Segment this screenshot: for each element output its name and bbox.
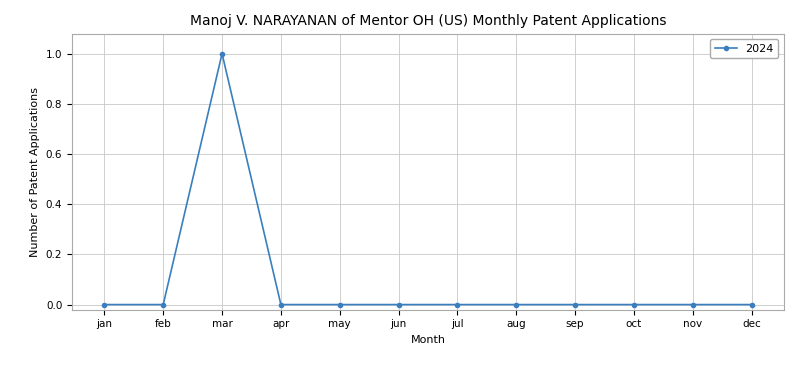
2024 bbox=[335, 303, 345, 307]
2024 bbox=[218, 51, 227, 56]
2024 bbox=[453, 303, 462, 307]
2024 bbox=[747, 303, 757, 307]
2024 bbox=[394, 303, 403, 307]
Title: Manoj V. NARAYANAN of Mentor OH (US) Monthly Patent Applications: Manoj V. NARAYANAN of Mentor OH (US) Mon… bbox=[190, 14, 666, 28]
Legend: 2024: 2024 bbox=[710, 39, 778, 58]
Line: 2024: 2024 bbox=[102, 51, 754, 307]
2024 bbox=[511, 303, 521, 307]
2024 bbox=[158, 303, 168, 307]
X-axis label: Month: Month bbox=[410, 335, 446, 345]
2024 bbox=[570, 303, 580, 307]
Y-axis label: Number of Patent Applications: Number of Patent Applications bbox=[30, 87, 40, 257]
2024 bbox=[688, 303, 698, 307]
2024 bbox=[99, 303, 109, 307]
2024 bbox=[276, 303, 286, 307]
2024 bbox=[629, 303, 638, 307]
